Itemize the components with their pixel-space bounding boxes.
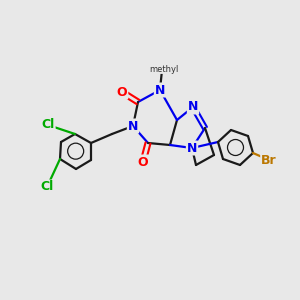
Text: N: N — [187, 142, 197, 154]
Text: Br: Br — [261, 154, 277, 166]
Text: N: N — [155, 83, 165, 97]
Text: Cl: Cl — [41, 118, 55, 131]
Text: O: O — [117, 85, 127, 98]
Text: Cl: Cl — [40, 181, 54, 194]
Text: methyl: methyl — [149, 64, 179, 74]
Text: N: N — [188, 100, 198, 113]
Text: O: O — [138, 155, 148, 169]
Text: N: N — [128, 119, 138, 133]
